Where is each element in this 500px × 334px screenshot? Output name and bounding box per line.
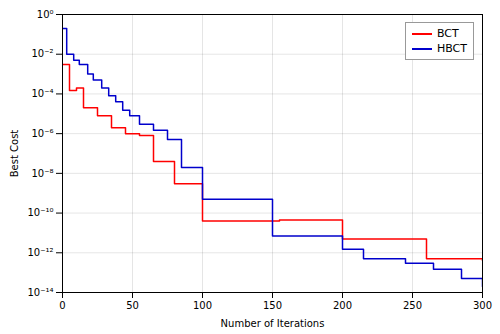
svg-text:250: 250 (403, 300, 422, 311)
html-text:BCT: BCT (437, 27, 459, 40)
html-text:HBCT: HBCT (437, 42, 467, 55)
svg-text:10⁻⁶: 10⁻⁶ (31, 128, 53, 139)
svg-text:100: 100 (193, 300, 212, 311)
svg-text:10⁻¹⁰: 10⁻¹⁰ (27, 207, 53, 218)
svg-text:Number of Iterations: Number of Iterations (221, 318, 325, 329)
svg-text:10⁻⁴: 10⁻⁴ (31, 88, 53, 99)
svg-text:150: 150 (263, 300, 282, 311)
svg-text:0: 0 (59, 300, 65, 311)
svg-text:10⁻¹⁴: 10⁻¹⁴ (27, 287, 53, 298)
svg-text:10⁰: 10⁰ (37, 9, 54, 20)
svg-text:200: 200 (333, 300, 352, 311)
svg-text:Best Cost: Best Cost (9, 130, 20, 178)
svg-text:50: 50 (126, 300, 139, 311)
svg-text:300: 300 (473, 300, 492, 311)
svg-text:10⁻⁸: 10⁻⁸ (31, 168, 53, 179)
svg-text:10⁻¹²: 10⁻¹² (27, 247, 53, 258)
svg-text:10⁻²: 10⁻² (31, 48, 53, 59)
